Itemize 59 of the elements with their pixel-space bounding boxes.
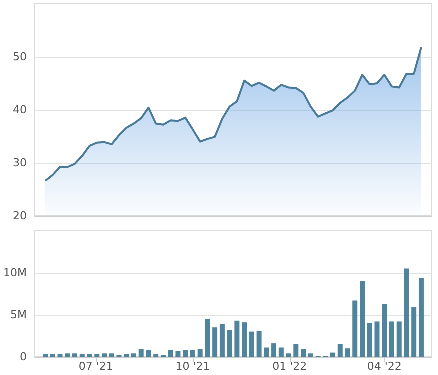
- bar: [389, 322, 394, 357]
- bar: [138, 349, 144, 357]
- bar: [308, 354, 314, 357]
- bar: [367, 323, 372, 357]
- bar: [72, 354, 78, 357]
- bar: [286, 354, 292, 357]
- bar: [352, 300, 358, 357]
- y-tick-label: 30: [13, 156, 27, 170]
- bar: [256, 330, 262, 357]
- bar: [190, 350, 196, 357]
- y-tick-label: 20: [13, 210, 27, 222]
- bar: [65, 354, 70, 357]
- bar: [360, 281, 365, 357]
- y-tick-label: 5M: [10, 308, 27, 322]
- bar: [87, 354, 92, 357]
- bar: [396, 322, 402, 357]
- bar: [124, 354, 130, 357]
- bar: [58, 354, 63, 357]
- bar: [102, 354, 107, 357]
- bar: [80, 354, 85, 357]
- y-tick-label: 50: [13, 50, 27, 64]
- x-tick-label: 01 '22: [272, 360, 308, 373]
- bar: [183, 350, 188, 357]
- bar: [345, 348, 350, 357]
- bar: [198, 349, 203, 357]
- y-tick-label: 40: [13, 104, 27, 116]
- y-tick-label: 0: [20, 350, 27, 364]
- bar: [412, 307, 417, 357]
- bar: [418, 278, 424, 357]
- bar: [168, 350, 174, 357]
- bar: [205, 319, 210, 357]
- bar: [176, 351, 181, 357]
- x-tick-label: 10 '21: [176, 360, 210, 373]
- bar: [43, 354, 48, 357]
- bar: [404, 268, 410, 357]
- bar: [154, 354, 159, 357]
- x-tick-label: 04 '22: [367, 360, 402, 373]
- x-tick-label: 07 '21: [78, 360, 114, 373]
- bar: [278, 348, 284, 357]
- bar: [109, 354, 114, 357]
- bar: [220, 324, 225, 357]
- y-tick-label: 10M: [4, 266, 27, 280]
- bar: [234, 320, 240, 357]
- bar: [330, 352, 336, 357]
- bar: [382, 304, 388, 357]
- bar: [272, 344, 277, 357]
- bar: [338, 344, 343, 357]
- bar: [294, 344, 299, 357]
- bar: [301, 349, 306, 357]
- bar: [146, 350, 152, 357]
- bar: [374, 322, 380, 357]
- bar: [264, 348, 270, 357]
- bar: [212, 328, 218, 357]
- bar: [94, 354, 100, 357]
- bar: [50, 354, 56, 357]
- bar: [242, 322, 248, 357]
- bar: [249, 332, 254, 357]
- bar: [227, 330, 232, 357]
- bar: [131, 354, 136, 357]
